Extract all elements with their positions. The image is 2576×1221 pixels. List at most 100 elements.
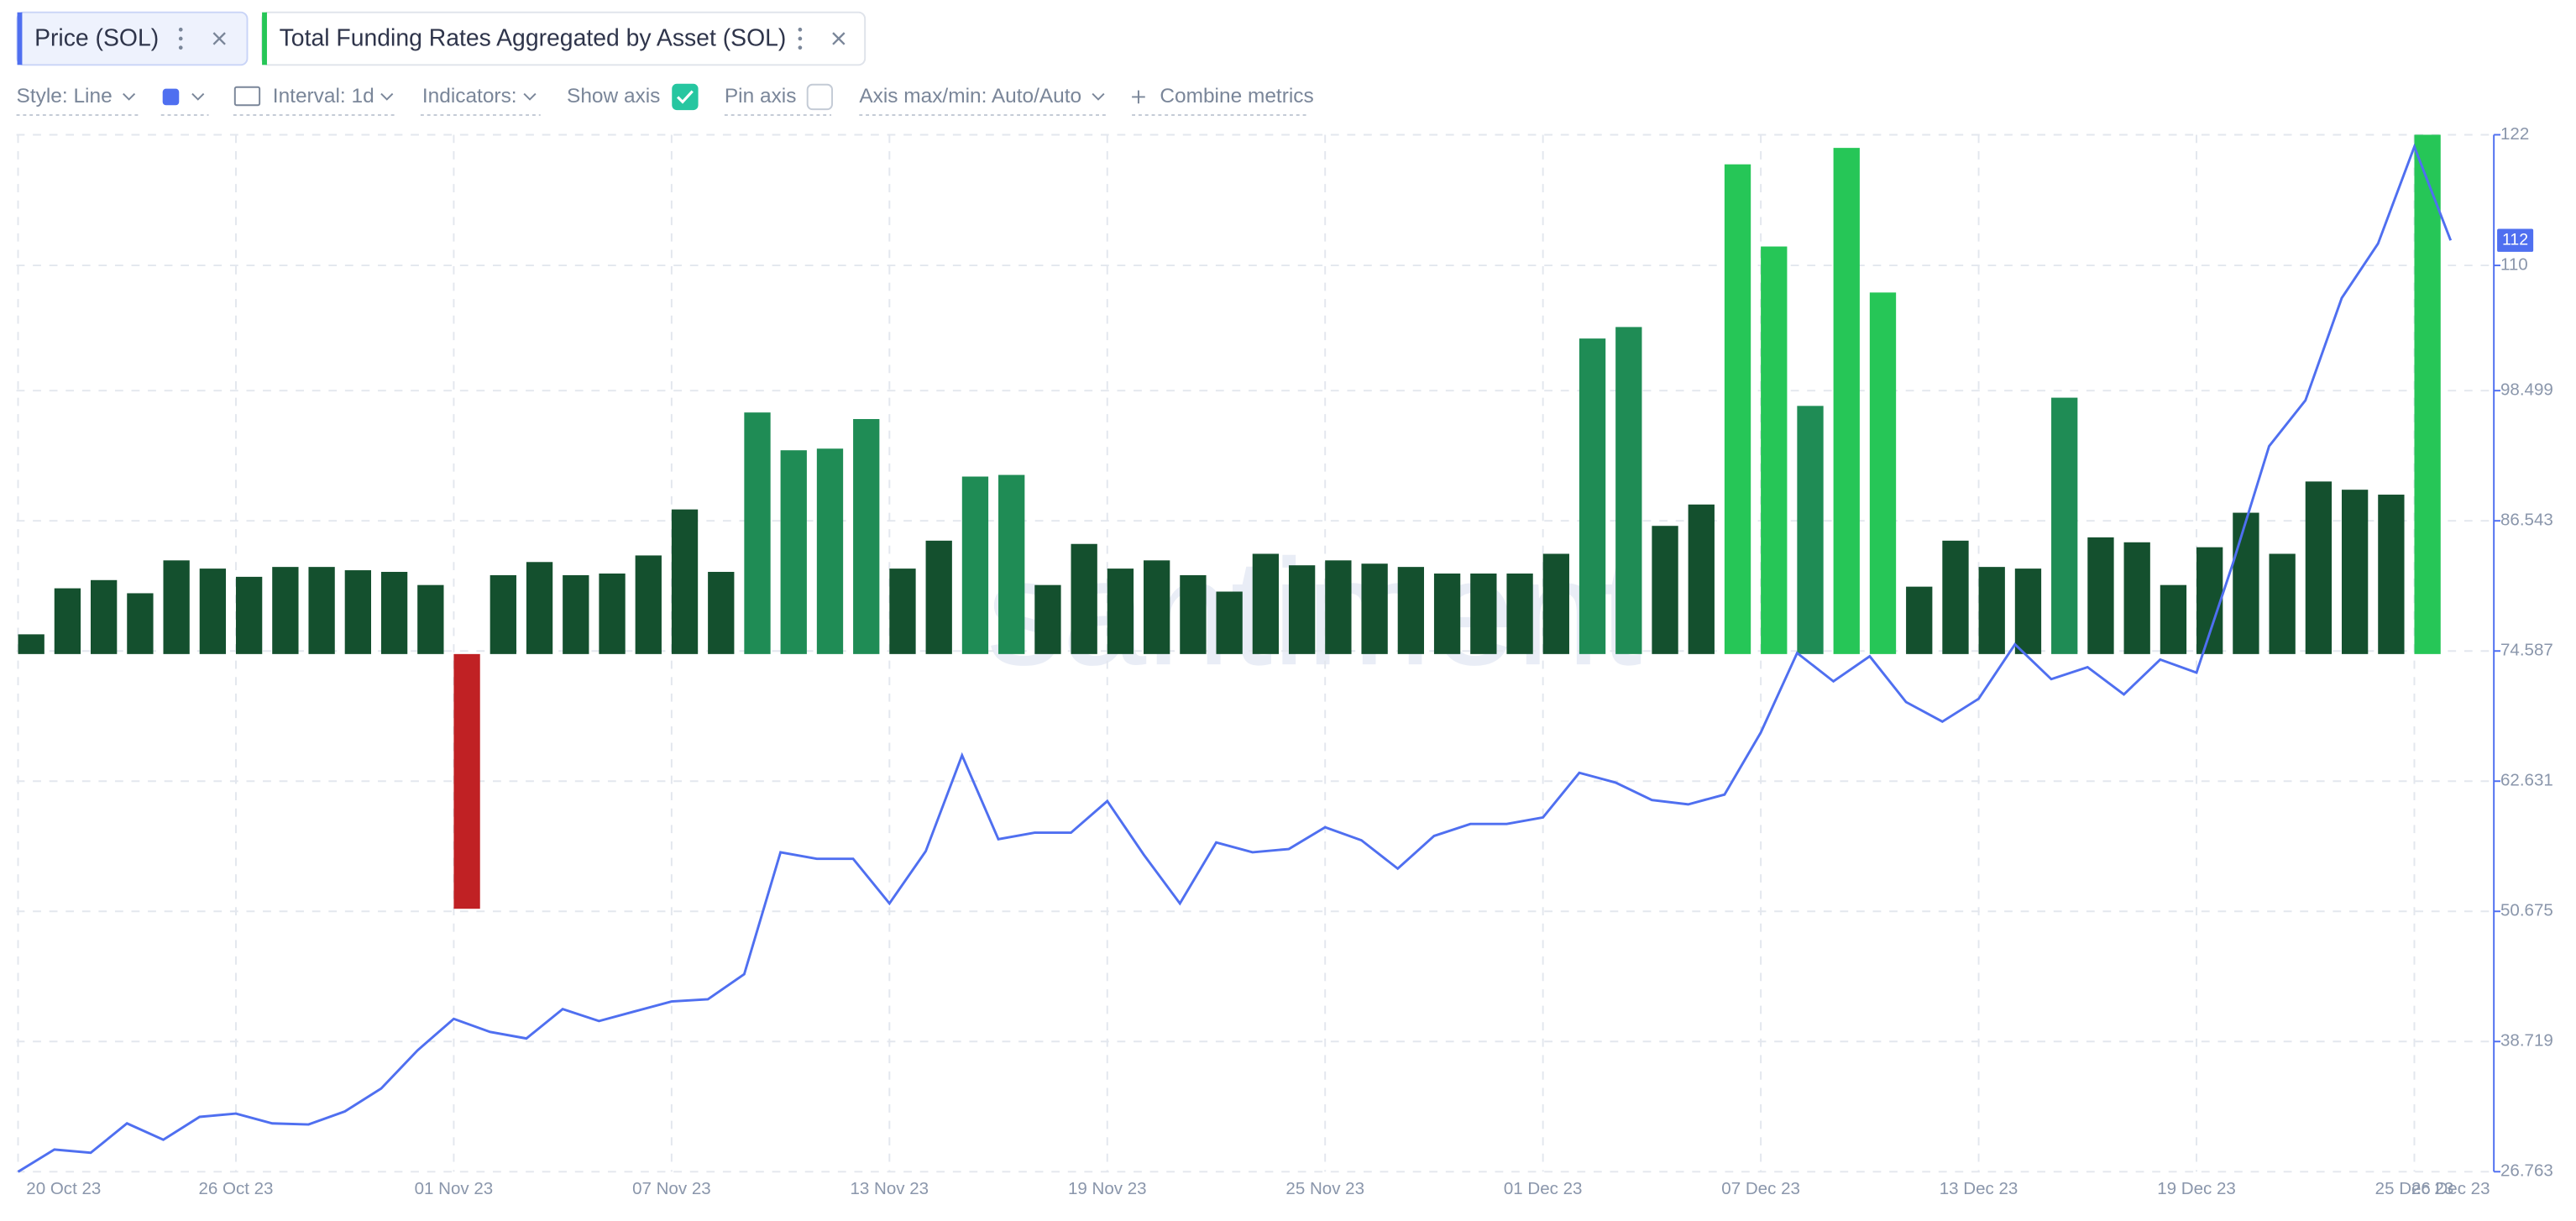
bar [1688, 504, 1715, 654]
bar [2123, 542, 2150, 654]
bar [853, 419, 880, 654]
last-value-label: 112 [2502, 230, 2528, 249]
bar [1107, 569, 1134, 654]
y-tick-label: 50.675 [2500, 901, 2553, 920]
x-tick-label: 01 Dec 23 [1504, 1179, 1583, 1198]
bar [1034, 584, 1061, 654]
bar [1906, 586, 1933, 654]
x-tick-label: 25 Dec 23 [2375, 1179, 2454, 1198]
bar [54, 588, 81, 654]
show-axis-checkbox[interactable] [672, 83, 699, 111]
chevron [523, 92, 537, 101]
y-tick-label: 122 [2500, 124, 2529, 144]
x-tick-label: 25 Nov 23 [1285, 1179, 1364, 1198]
bar [889, 569, 916, 654]
bar [1071, 543, 1097, 654]
bar [2160, 584, 2187, 654]
chevron [123, 92, 136, 101]
bar [2014, 569, 2042, 654]
y-tick-label: 86.543 [2500, 511, 2553, 530]
show-axis-label: Show axis [567, 85, 660, 107]
bar [925, 540, 952, 654]
bar [1869, 292, 1897, 654]
plot: santiment12211098.49986.54374.58762.6315… [16, 124, 2553, 1198]
x-tick-label: 01 Nov 23 [415, 1179, 494, 1198]
y-tick-label: 38.719 [2500, 1031, 2553, 1051]
x-tick-label: 26 Oct 23 [198, 1179, 273, 1198]
tab-label: Price (SOL) [34, 24, 159, 51]
bar [1470, 573, 1497, 654]
bar [635, 555, 662, 654]
bar [1397, 567, 1425, 654]
bar [199, 569, 227, 654]
bar [127, 593, 154, 654]
last-value-badge [2497, 228, 2534, 252]
y-tick-label: 26.763 [2500, 1161, 2553, 1181]
bar [998, 474, 1025, 654]
bar [235, 576, 263, 654]
bar [1180, 574, 1207, 654]
bar [2051, 397, 2078, 654]
y-tick-label: 98.499 [2500, 380, 2553, 400]
bar [1288, 565, 1316, 654]
bar [2378, 495, 2405, 654]
bar [1942, 540, 1969, 654]
interval-select[interactable]: Interval: 1d [273, 85, 374, 107]
bar [2305, 481, 2333, 654]
bar [2087, 537, 2114, 654]
x-tick-label: 07 Nov 23 [632, 1179, 711, 1198]
combine-metrics[interactable]: Combine metrics [1160, 85, 1313, 107]
bar [1724, 164, 1751, 654]
bar [1506, 573, 1533, 654]
bar [1433, 573, 1461, 654]
pin-axis-checkbox[interactable] [806, 83, 834, 111]
chevron [380, 92, 394, 101]
bar [961, 476, 989, 654]
bar [1216, 591, 1243, 654]
bar [380, 572, 408, 654]
pin-axis-label: Pin axis [725, 85, 797, 107]
bar [744, 412, 771, 654]
y-tick-label: 62.631 [2500, 771, 2553, 790]
y-tick-label: 110 [2500, 254, 2528, 274]
bar [18, 634, 45, 654]
price-line [17, 143, 2453, 1173]
bar [563, 574, 589, 654]
bar [2414, 134, 2441, 654]
bar [1325, 560, 1352, 654]
tab-label: Total Funding Rates Aggregated by Asset … [280, 24, 787, 51]
bar [344, 570, 372, 654]
x-tick-label: 19 Nov 23 [1068, 1179, 1147, 1198]
tab-marker [17, 12, 23, 66]
bar [91, 579, 118, 654]
menu-icon[interactable] [178, 27, 183, 50]
bar [308, 567, 335, 654]
bar [671, 509, 699, 654]
bar [2196, 547, 2223, 654]
close-icon[interactable] [212, 32, 226, 45]
bar [780, 450, 807, 654]
x-tick-label: 20 Oct 23 [26, 1179, 101, 1198]
bar [1542, 553, 1569, 654]
color-swatch[interactable] [162, 88, 180, 106]
menu-icon[interactable] [798, 27, 803, 50]
bar [2341, 490, 2369, 654]
bar [816, 448, 844, 654]
bar [1797, 406, 1824, 654]
bar [163, 560, 190, 654]
bar [453, 653, 480, 909]
x-tick-label: 13 Dec 23 [1940, 1179, 2018, 1198]
bar [272, 567, 299, 654]
check [677, 90, 694, 104]
indicators-select[interactable]: Indicators: [422, 85, 517, 107]
style-select[interactable]: Style: Line [17, 85, 113, 107]
bar [1615, 327, 1642, 654]
axis-minmax-select[interactable]: Axis max/min: Auto/Auto [859, 85, 1081, 107]
bar [599, 573, 626, 654]
tab-marker [262, 12, 267, 66]
x-tick-label: 13 Nov 23 [851, 1179, 929, 1198]
y-tick-label: 74.587 [2500, 641, 2553, 660]
close-icon[interactable] [832, 32, 846, 45]
